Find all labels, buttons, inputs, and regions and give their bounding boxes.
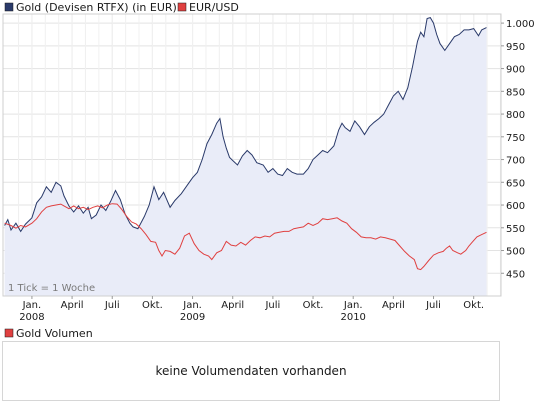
- x-year-label: 2010: [340, 312, 365, 323]
- x-tick-label: Juli: [104, 300, 120, 311]
- x-tick-label: April: [221, 300, 244, 311]
- legend-swatch-gold: [4, 2, 14, 12]
- y-axis: 1.000 950 900 850 800 750 700 650 600 550 500 450: [501, 19, 535, 280]
- plot-border: [2, 13, 502, 297]
- y-tick-label: 600: [506, 201, 525, 212]
- y-tick-label: 750: [506, 133, 525, 144]
- x-tick-label: Okt.: [142, 300, 163, 311]
- legend-label-volume: Gold Volumen: [16, 327, 93, 340]
- y-tick-label: 950: [506, 42, 525, 53]
- legend-label-eurusd: EUR/USD: [189, 1, 239, 14]
- series-line-eurusd: [4, 203, 487, 271]
- y-tick-label: 1.000: [506, 19, 535, 30]
- legend-swatch-volume: [4, 328, 14, 338]
- y-tick-label: 700: [506, 156, 525, 167]
- volume-empty-message: keine Volumendaten vorhanden: [155, 364, 347, 378]
- x-tick-label: April: [61, 300, 84, 311]
- series-line-gold: [4, 17, 487, 233]
- x-tick-label: Jan.: [22, 300, 42, 311]
- x-axis: Jan. April Juli Okt. Jan. April Juli Okt. Jan. Ap…: [19, 296, 484, 323]
- x-tick-label: Juli: [264, 300, 280, 311]
- y-tick-label: 500: [506, 247, 525, 258]
- y-tick-label: 900: [506, 65, 525, 76]
- x-year-label: 2008: [19, 312, 44, 323]
- y-tick-label: 650: [506, 178, 525, 189]
- legend-swatch-eurusd: [177, 2, 187, 12]
- x-tick-label: Okt.: [463, 300, 484, 311]
- y-tick-label: 800: [506, 110, 525, 121]
- x-tick-label: Juli: [425, 300, 441, 311]
- y-tick-label: 550: [506, 224, 525, 235]
- x-year-label: 2009: [180, 312, 205, 323]
- tick-note: 1 Tick = 1 Woche: [8, 283, 95, 294]
- x-tick-label: April: [382, 300, 405, 311]
- y-tick-label: 850: [506, 87, 525, 98]
- x-tick-label: Okt.: [303, 300, 324, 311]
- y-tick-label: 450: [506, 269, 525, 280]
- gold-area-fill: [4, 17, 487, 296]
- x-tick-label: Jan.: [343, 300, 363, 311]
- legend-label-gold: Gold (Devisen RTFX) (in EUR): [16, 1, 177, 14]
- volume-panel: keine Volumendaten vorhanden: [2, 341, 500, 401]
- x-tick-label: Jan.: [182, 300, 202, 311]
